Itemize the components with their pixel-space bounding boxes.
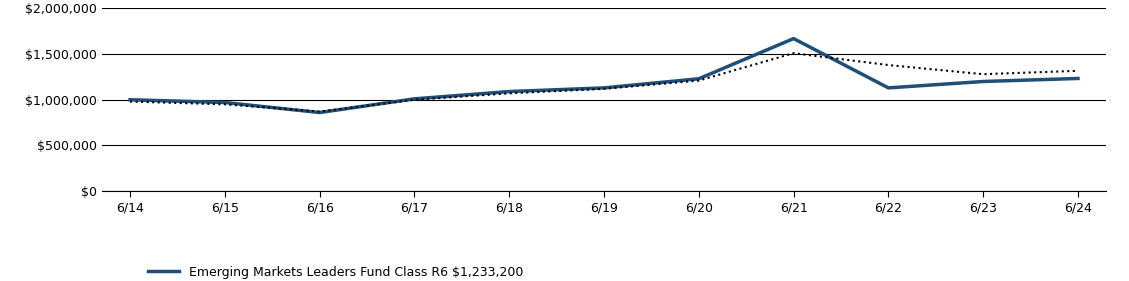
Legend: Emerging Markets Leaders Fund Class R6 $1,233,200, MSCI Emerging Markets Index (: Emerging Markets Leaders Fund Class R6 $… <box>148 266 524 281</box>
